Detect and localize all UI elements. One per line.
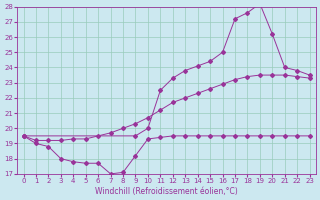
X-axis label: Windchill (Refroidissement éolien,°C): Windchill (Refroidissement éolien,°C): [95, 187, 238, 196]
